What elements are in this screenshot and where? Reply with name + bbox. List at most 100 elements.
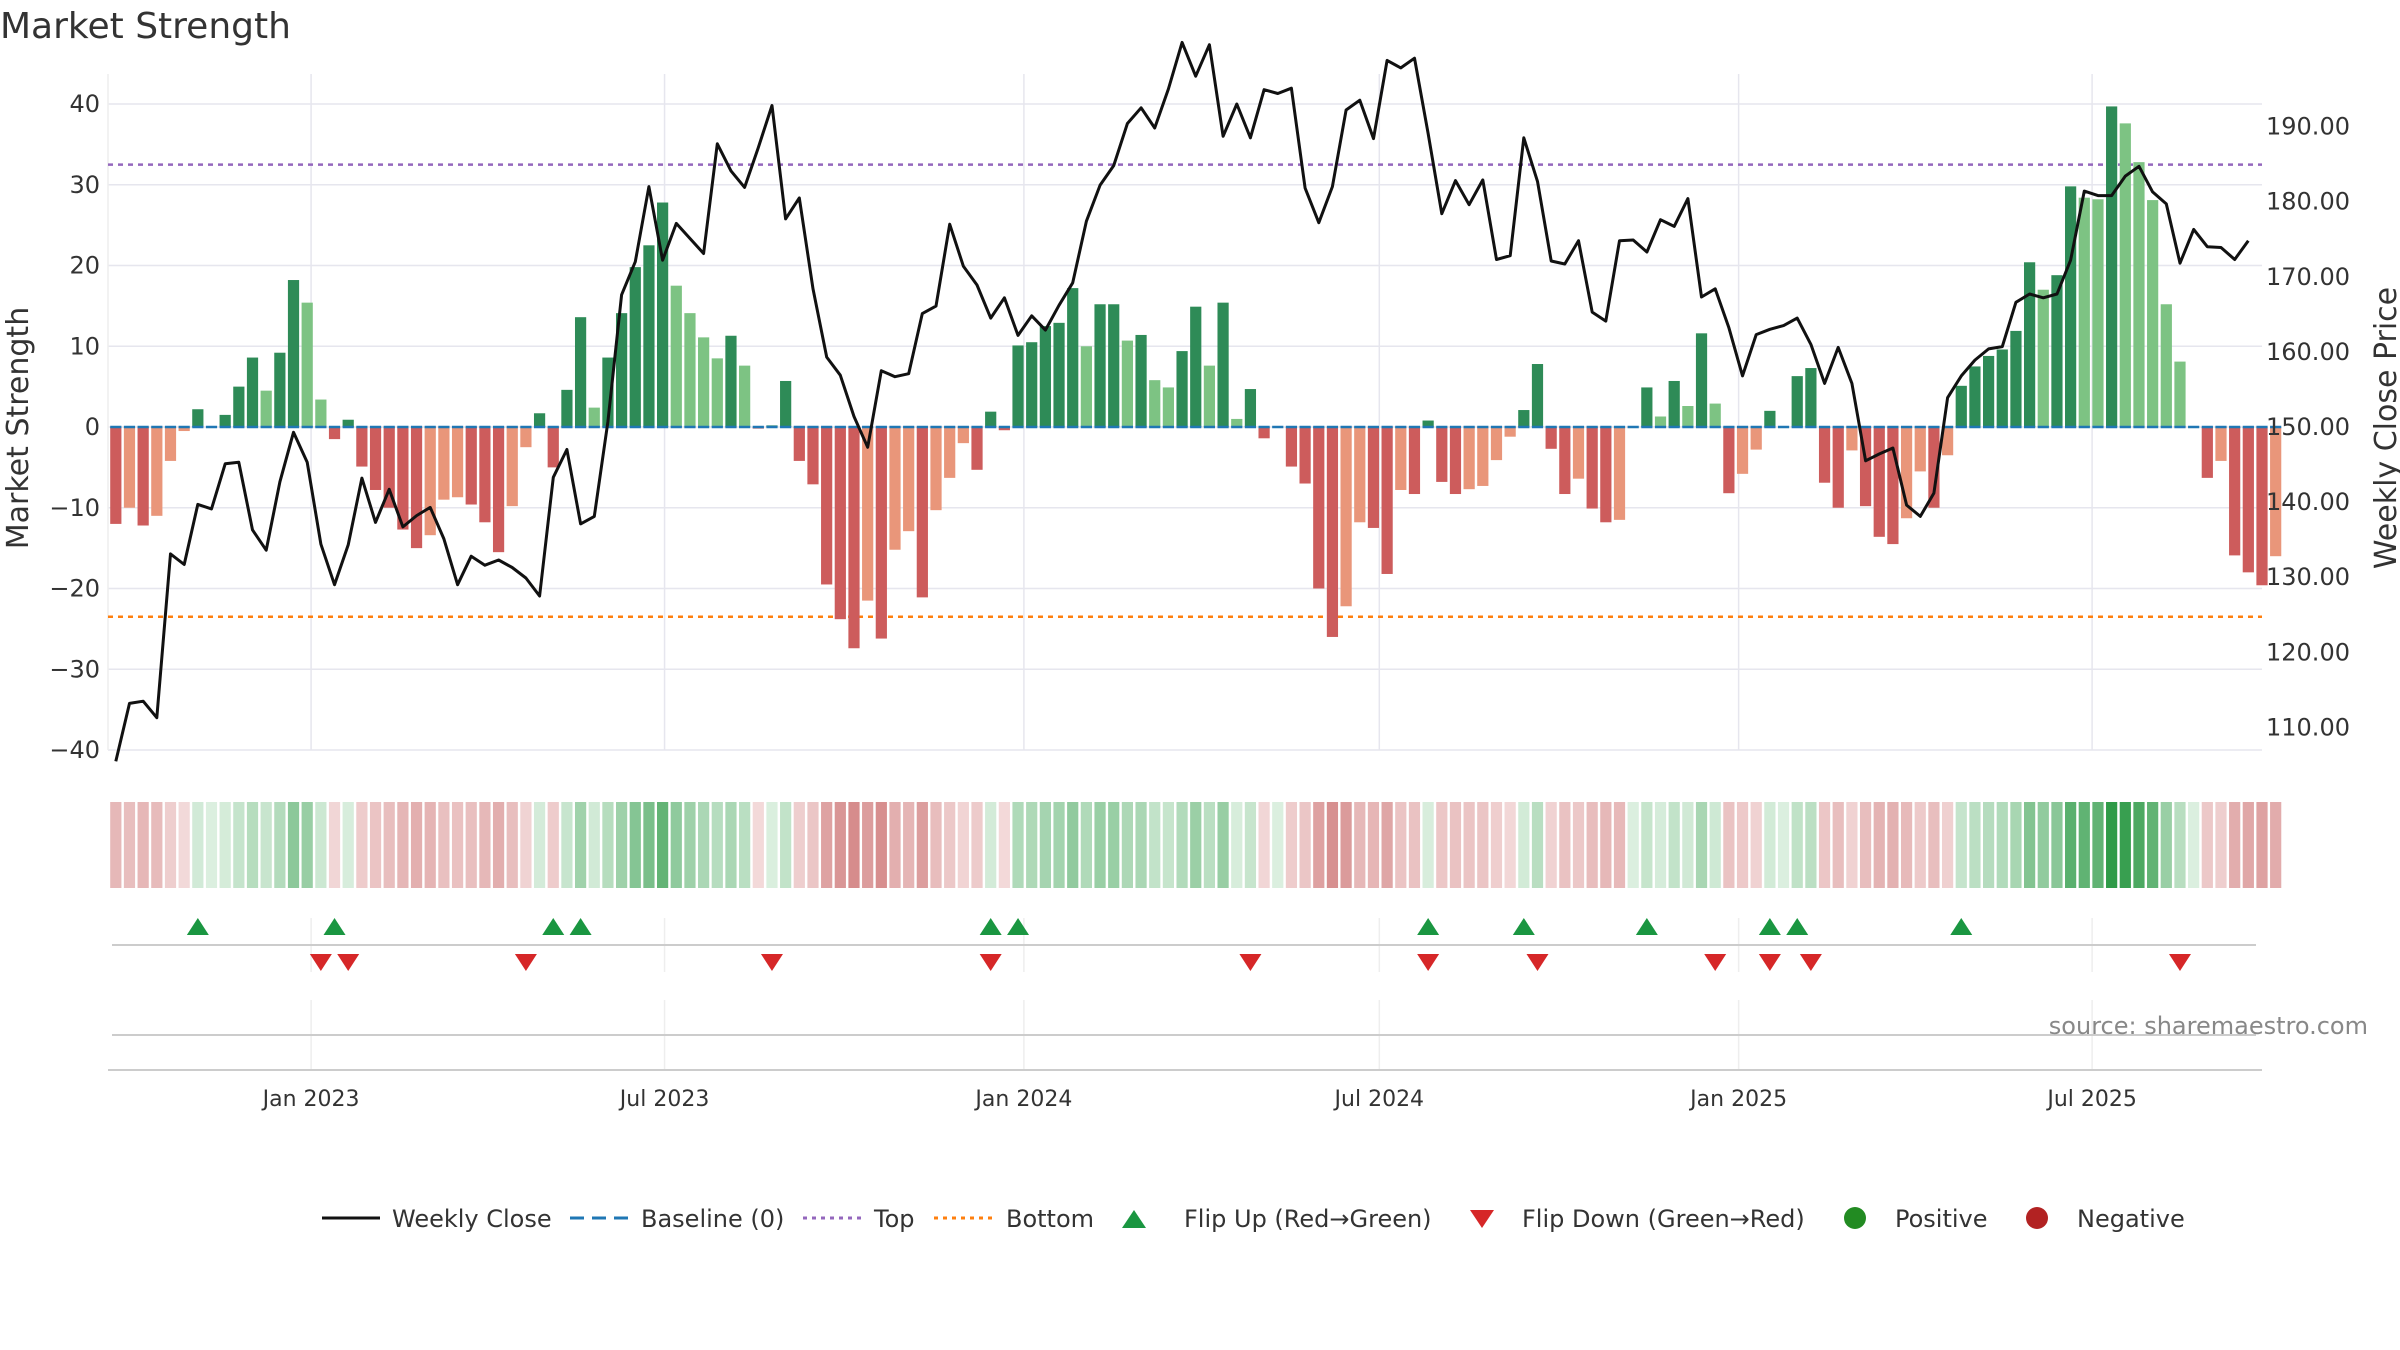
y-tick-left: 30 — [69, 171, 100, 199]
strip-cell — [834, 802, 846, 888]
strip-cell — [1272, 802, 1284, 888]
strength-bar — [903, 427, 915, 532]
strength-bar — [1258, 427, 1270, 439]
strip-cell — [588, 802, 600, 888]
legend-bottom: Bottom — [934, 1205, 1094, 1233]
legend-positive-label: Positive — [1895, 1205, 1988, 1233]
strip-cell — [1313, 802, 1325, 888]
strip-cell — [1231, 802, 1243, 888]
y-tick-right: 140.00 — [2266, 488, 2350, 516]
strength-bar — [875, 427, 887, 639]
strip-cell — [1750, 802, 1762, 888]
strip-cell — [287, 802, 300, 888]
strip-cell — [164, 802, 177, 888]
strip-cell — [1818, 802, 1831, 888]
strength-bar — [1367, 427, 1380, 528]
strength-bar — [588, 407, 600, 427]
strip-cell — [438, 802, 450, 888]
negative-dot-icon — [2026, 1207, 2048, 1229]
strength-bar — [2065, 186, 2077, 427]
strength-bar — [2133, 162, 2145, 427]
strip-cell — [369, 802, 382, 888]
flip-down-icon — [1470, 1210, 1494, 1228]
strip-cell — [110, 802, 122, 888]
strip-cell — [1559, 802, 1571, 888]
y-tick-right: 120.00 — [2266, 638, 2350, 666]
strength-bar — [2229, 427, 2241, 556]
y-tick-left: −20 — [49, 575, 100, 603]
y-tick-right: 130.00 — [2266, 563, 2350, 591]
strength-bar — [2037, 289, 2049, 427]
strip-cell — [1463, 802, 1475, 888]
strip-cell — [1490, 802, 1503, 888]
strip-cell — [1900, 802, 1913, 888]
strip-cell — [397, 802, 409, 888]
strength-bar — [1518, 410, 1530, 427]
strength-bar — [561, 389, 573, 427]
strip-cell — [821, 802, 833, 888]
flip-up-marker — [1512, 918, 1535, 935]
y-tick-left: 20 — [69, 252, 100, 280]
strength-bar — [1818, 427, 1831, 483]
strength-bar — [2106, 106, 2118, 428]
strip-cell — [1641, 802, 1653, 888]
strength-bar — [1668, 380, 1680, 427]
strip-cell — [1285, 802, 1298, 888]
strip-cell — [1887, 802, 1899, 888]
strength-bar — [643, 245, 655, 427]
strip-cell — [574, 802, 587, 888]
strength-bar — [1217, 302, 1229, 427]
strip-cell — [1217, 802, 1229, 888]
strip-cell — [1545, 802, 1557, 888]
flip-down-marker — [2168, 954, 2191, 971]
strength-bar — [1982, 355, 1995, 427]
strip-cell — [2051, 802, 2063, 888]
strength-bar — [356, 427, 368, 467]
flip-down-marker — [760, 954, 783, 971]
strength-bar — [1285, 427, 1298, 467]
strength-bar — [1641, 387, 1653, 427]
strength-bar — [246, 357, 259, 427]
strip-cell — [725, 802, 737, 888]
strip-cell — [2242, 802, 2254, 888]
strength-bar — [123, 427, 136, 508]
flip-up-marker — [1758, 918, 1781, 935]
strip-cell — [547, 802, 559, 888]
strip-cell — [520, 802, 532, 888]
strength-bar — [1080, 346, 1092, 427]
legend-baseline-label: Baseline (0) — [641, 1205, 784, 1233]
strip-cell — [1586, 802, 1598, 888]
strength-bar — [1463, 427, 1475, 490]
strip-cell — [1162, 802, 1175, 888]
strength-bar — [1053, 322, 1065, 427]
strength-bar — [1736, 427, 1749, 474]
strip-cell — [1613, 802, 1626, 888]
strip-cell — [233, 802, 245, 888]
legend-top-label: Top — [873, 1205, 915, 1233]
strength-bar — [1381, 427, 1393, 574]
y-tick-right: 110.00 — [2266, 713, 2350, 741]
strip-cell — [2147, 802, 2159, 888]
strip-cell — [985, 802, 997, 888]
strip-cell — [1449, 802, 1462, 888]
strength-bar — [2256, 427, 2268, 586]
strength-bar — [1477, 427, 1489, 486]
strength-bar — [1723, 427, 1735, 494]
strength-bar — [1449, 427, 1462, 495]
legend-weekly-close-label: Weekly Close — [392, 1205, 552, 1233]
strip-cell — [424, 802, 436, 888]
strip-cell — [178, 802, 190, 888]
strength-bar — [698, 337, 710, 427]
strength-bar — [1012, 345, 1024, 427]
strength-bar — [1805, 368, 1817, 427]
legend-flip-down-label: Flip Down (Green→Red) — [1522, 1205, 1805, 1233]
strength-bar — [233, 386, 245, 427]
strength-bar — [1654, 416, 1667, 427]
strength-bar — [1531, 364, 1544, 427]
strip-cell — [1340, 802, 1352, 888]
source-text: source: sharemaestro.com — [2049, 1012, 2368, 1040]
strip-cell — [1518, 802, 1530, 888]
strength-bar — [848, 427, 860, 649]
strength-bar — [1600, 427, 1612, 523]
right-axis-ticks: 190.00 180.00 170.00 160.00 150.00 140.00 130.… — [2266, 113, 2350, 742]
